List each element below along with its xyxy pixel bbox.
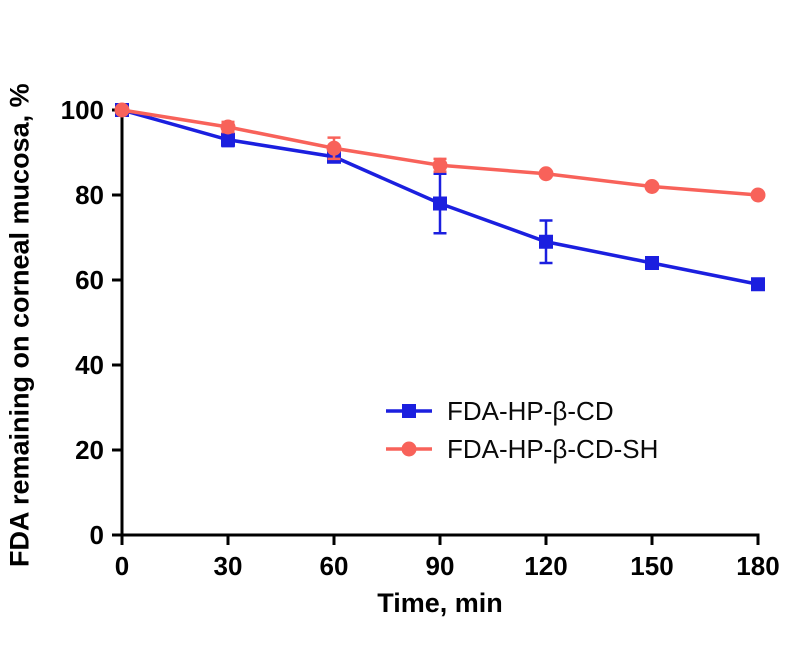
legend-label: FDA-HP-β-CD [447,395,614,426]
x-tick-label: 90 [426,551,455,581]
data-point-circle [432,157,448,173]
y-tick-label: 0 [90,520,104,550]
y-tick-label: 20 [75,435,104,465]
y-tick-label: 80 [75,180,104,210]
data-point-square [539,234,553,249]
legend-marker-circle [386,441,432,457]
x-axis-label: Time, min [377,588,503,618]
data-point-circle [644,179,660,194]
data-point-circle [220,119,236,135]
data-point-square [751,277,765,292]
legend-item-fda-hp-b-cd-sh: FDA-HP-β-CD-SH [385,430,658,468]
x-tick-label: 120 [524,551,567,581]
legend-item-fda-hp-b-cd: FDA-HP-β-CD [385,392,658,430]
x-tick-label: 150 [630,551,673,581]
data-point-square [433,196,447,211]
chart-legend: FDA-HP-β-CD FDA-HP-β-CD-SH [385,392,658,468]
data-point-square [221,132,235,147]
data-point-circle [114,102,130,118]
x-tick-label: 0 [115,551,129,581]
y-tick-label: 100 [61,95,104,125]
data-point-square [645,256,659,270]
x-tick-label: 30 [214,551,243,581]
legend-marker-square [386,404,432,418]
y-axis-label: FDA remaining on corneal mucosa, % [4,83,35,567]
data-point-circle [326,140,342,156]
data-point-circle [750,187,766,203]
legend-label: FDA-HP-β-CD-SH [447,433,659,464]
x-tick-label: 180 [736,551,779,581]
legend-circle-icon [401,441,417,457]
x-tick-label: 60 [320,551,349,581]
y-tick-label: 60 [75,265,104,295]
legend-square-icon [402,404,416,418]
y-tick-label: 40 [75,350,104,380]
data-point-circle [538,166,554,182]
